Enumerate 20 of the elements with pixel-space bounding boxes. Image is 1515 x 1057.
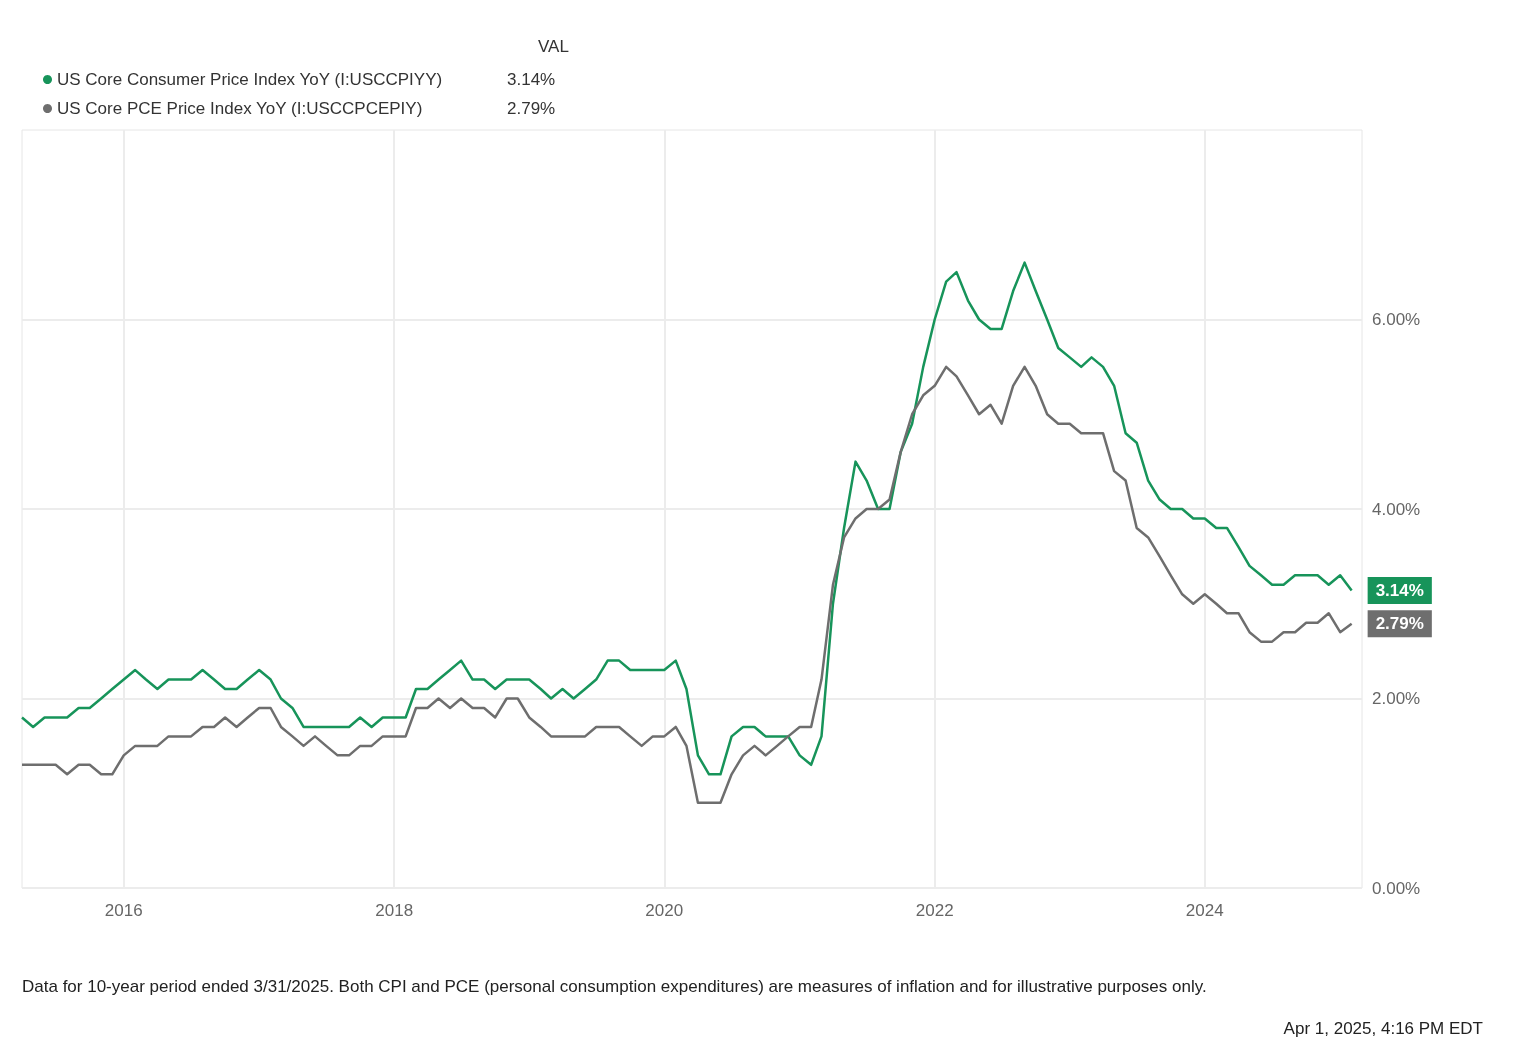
text: Data for 10-year period ended 3/31/2025. Both CPI and PCE (personal consumption expenditures) are measures of inflation and for illustrative purposes only. [22,977,1207,996]
y-tick-label: 6.00% [1372,310,1421,329]
y-tick-label: 4.00% [1372,499,1421,519]
legend-label: US Core PCE Price Index YoY (I:USCCPCEPIY) [57,99,423,118]
x-tick-label: 2020 [645,901,684,920]
legend-label: US Core Consumer Price Index YoY (I:USCCPIYY) [57,70,443,89]
data-label: 3.14% [1375,580,1424,600]
line-series [20,365,1353,804]
x-tick-label: 2024 [1185,901,1224,920]
y-tick-label: 0.00% [1372,878,1421,898]
text: 2.79% [507,99,556,118]
line-series [20,261,1353,776]
x-tick-label: 2018 [375,901,414,920]
text: Apr 1, 2025, 4:16 PM EDT [1283,1019,1484,1038]
x-tick-label: 2022 [915,901,954,920]
legend-title: VAL [538,37,569,56]
y-tick-label: 2.00% [1372,689,1421,708]
data-label: 2.79% [1375,614,1424,634]
text: 3.14% [507,70,556,89]
x-tick-label: 2016 [104,901,143,920]
